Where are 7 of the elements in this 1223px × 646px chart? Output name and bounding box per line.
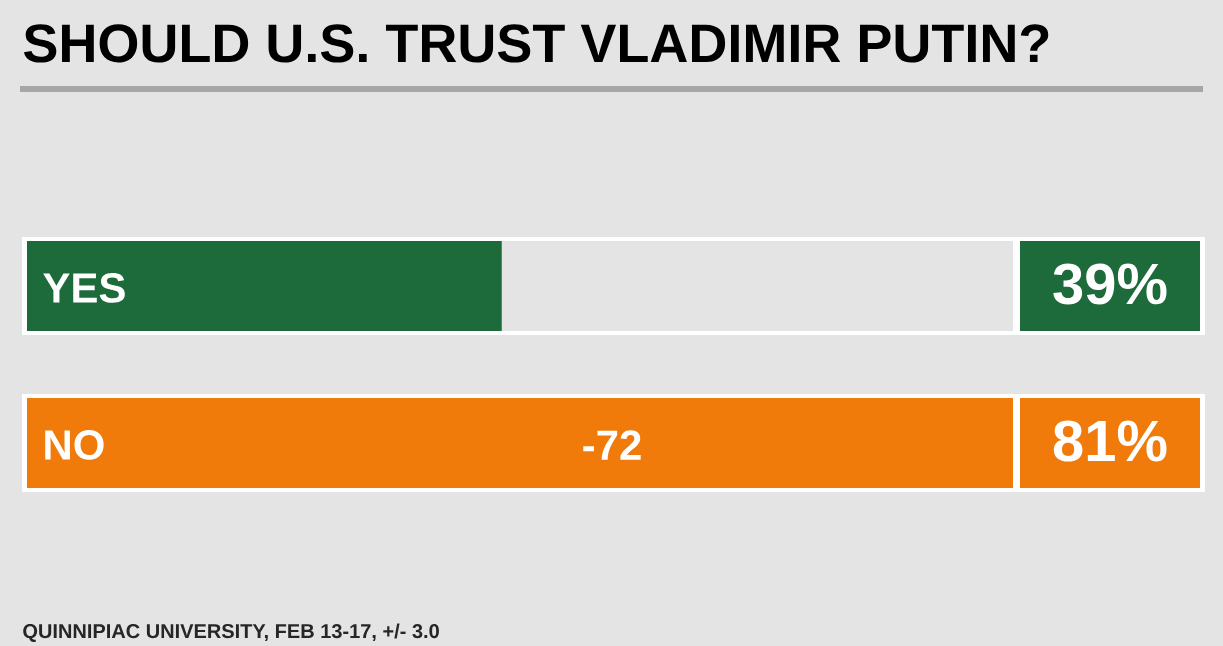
data-label: 81% xyxy=(1053,420,1167,462)
data-label: 39% xyxy=(1053,263,1167,305)
annotation: -72 xyxy=(583,430,641,460)
text: QUINNIPIAC UNIVERSITY, FEB 13-17, +/- 3.0 xyxy=(23,623,439,642)
y-tick-label: NO xyxy=(45,430,104,460)
chart-title: SHOULD U.S. TRUST VLADIMIR PUTIN? xyxy=(23,24,1049,63)
y-tick-label: YES xyxy=(43,273,125,303)
